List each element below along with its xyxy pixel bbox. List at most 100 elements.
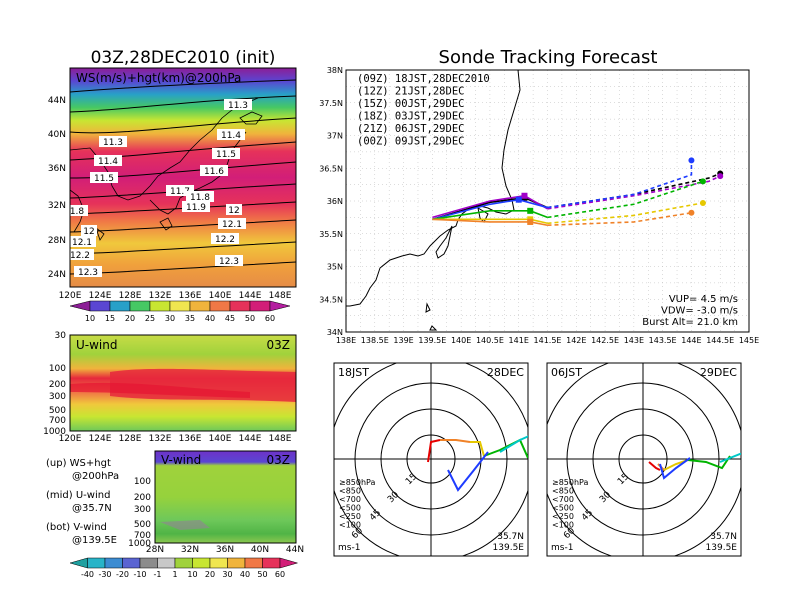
sonde-tracks [432,157,724,227]
hodograph-trace [499,435,528,453]
track-lon-tick-label: 144E [681,336,701,345]
contour-label: 11.6 [204,167,224,177]
track-lon-tick-label: 139.5E [418,336,446,345]
v-pressure-tick-label: 500 [134,520,151,530]
contour-label: 11.5 [216,150,236,160]
contour-label-bg [186,191,214,202]
u-wind-frame [69,334,297,432]
contour-label: 11.4 [221,131,241,141]
colorbar-label: 10 [85,314,95,323]
map-lon-tick-label: 148E [269,291,292,301]
contour-label: 11.4 [98,157,118,167]
track-lon-tick-label: 143E [624,336,644,345]
note-line: @139.5E [72,535,117,546]
colorbar-swatch [139,557,158,569]
launch-legend-item: (09Z) 18JST,28DEC2010 [357,73,490,85]
hodograph-trace [427,439,441,463]
v-pressure-tick-label: 700 [134,531,151,541]
pressure-legend-item: <250 [552,512,574,521]
u-pressure-tick-label: 100 [49,364,66,374]
colorbar-swatch [249,300,271,312]
map-lat-tick-label: 36N [48,164,66,174]
colorbar-swatch [89,300,111,312]
v-pressure-tick-label: 1000 [128,539,151,549]
contour-label: 12.1 [222,220,242,230]
colorbar-label: 60 [265,314,275,323]
colorbar-label: 20 [205,570,215,579]
contour-label: 12.1 [72,238,92,248]
wind-speed-colorbar: 10 15 20 25 30 35 40 45 50 60 [69,300,291,323]
track-coastline [346,70,521,331]
colorbar-label: 40 [240,570,250,579]
contour-label: 11.7 [170,187,190,197]
track-lon-tick-label: 144.5E [706,336,734,345]
track-lon-tick-label: 142.5E [591,336,619,345]
colorbar-swatch [129,300,151,312]
map-lat-tick-label: 40N [48,130,66,140]
track-frame [345,69,750,333]
colorbar-swatch [229,300,251,312]
contour-label: 12 [83,227,94,237]
v-pressure-tick-label: 200 [134,493,151,503]
contour-label-bg [66,249,94,260]
colorbar-swatch [269,300,291,312]
colorbar-label: 10 [187,570,197,579]
v-wind-label: V-wind [161,453,201,467]
contour-label-bg [74,266,102,277]
colorbar-swatch [262,557,281,569]
track-ascent-line [432,198,548,221]
colorbar-label: 50 [245,314,255,323]
track-ascent-line [432,218,548,227]
u-lon-tick-label: 144E [239,434,262,444]
colorbar-label: 60 [275,570,285,579]
colorbar-swatch [189,300,211,312]
pressure-legend-item: <500 [339,504,361,513]
contour-label: 11.3 [228,101,248,111]
colorbar-swatch [109,300,131,312]
track-lon-tick-label: 139E [393,336,413,345]
contour-label: 11.5 [94,174,114,184]
u-wind-time: 03Z [267,338,291,352]
contour-label-bg [182,201,210,212]
colorbar-label: 35 [185,314,195,323]
burst-marker [521,192,528,199]
u-lon-tick-label: 124E [89,434,112,444]
contour-label-bg [90,172,118,183]
v-negative-patch [160,520,210,530]
v-lat-tick-label: 28N [146,545,164,555]
u-lon-tick-label: 128E [119,434,142,444]
colorbar-label: -10 [133,570,146,579]
u-pressure-tick-label: 1000 [43,427,66,437]
colorbar-label: 25 [145,314,155,323]
map-lon-tick-label: 120E [59,291,82,301]
note-line: (up) WS+hgt [46,458,111,469]
track-lat-tick-label: 37N [327,132,343,141]
v-lat-tick-label: 36N [216,545,234,555]
colorbar-swatch [244,557,263,569]
hodograph-trace [470,441,485,457]
colorbar-swatch [192,557,211,569]
v-pressure-tick-label: 100 [134,477,151,487]
track-lat-tick-label: 34N [327,328,343,337]
launch-legend-item: (12Z) 21JST,28DEC [357,86,464,98]
track-descent-line [547,202,704,225]
track-descent-line [547,211,692,227]
hodograph-trace [659,457,691,480]
track-descent-line [547,175,721,210]
map-lon-tick-label: 128E [119,291,142,301]
sonde-param: Burst Alt= 21.0 km [642,317,738,328]
contour-label-bg [212,148,240,159]
colorbar-label: 15 [105,314,115,323]
track-ascent-line [432,218,548,225]
hodograph-unit: ms-1 [338,543,360,553]
hodograph-trace [648,461,661,471]
map-lat-tick-label: 28N [48,236,66,246]
track-lat-tick-label: 36N [327,197,343,206]
note-line: (bot) V-wind [46,522,107,533]
colorbar-label: 45 [225,314,235,323]
colorbar-label: 30 [165,314,175,323]
